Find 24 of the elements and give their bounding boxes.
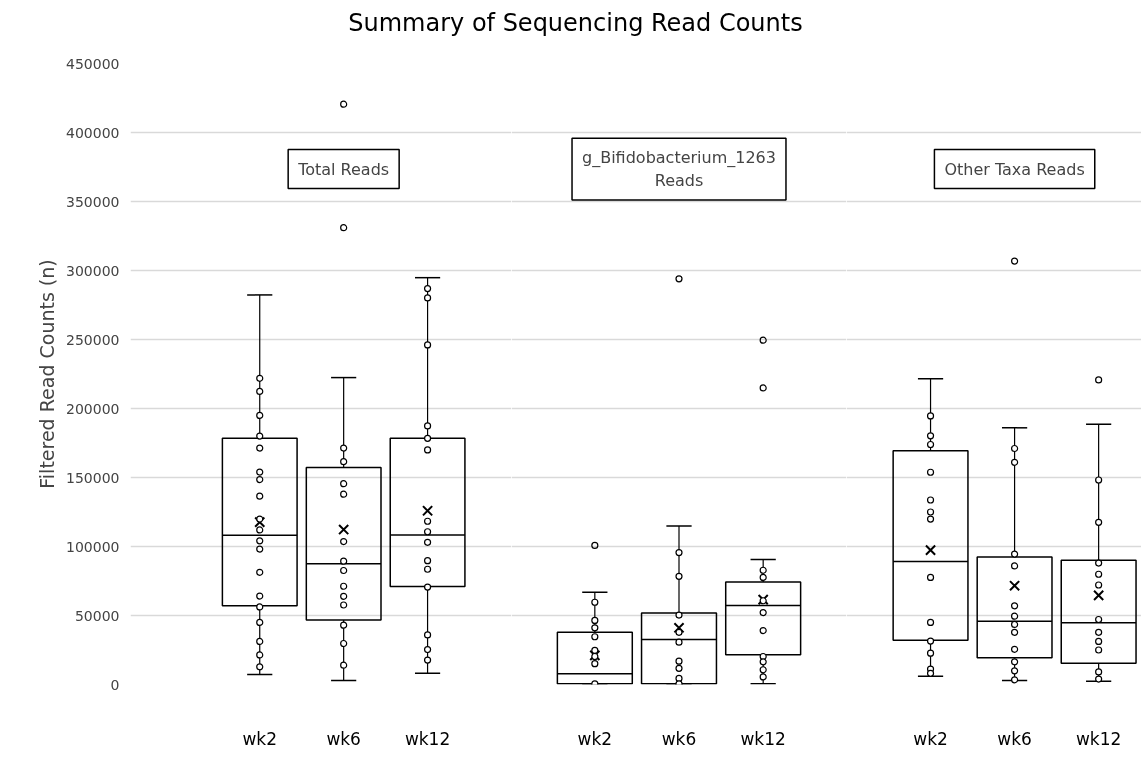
y-tick-label: 400000: [66, 124, 120, 141]
x-tick-label: wk2: [577, 728, 613, 749]
x-tick-label: wk6: [661, 728, 697, 749]
text: Summary of Sequencing Read Counts: [348, 8, 803, 39]
x-tick-label: wk12: [404, 728, 451, 749]
y-tick-label: 0: [110, 676, 120, 693]
x-tick-label: wk12: [1075, 728, 1122, 749]
y-tick-label: 50000: [74, 607, 120, 624]
y-tick-label: 150000: [66, 469, 120, 486]
y-axis-title: Filtered Read Counts (n): [36, 259, 59, 489]
x-tick-label: wk2: [242, 728, 278, 749]
x-tick-label: wk2: [913, 728, 948, 749]
x-tick-label: wk6: [997, 728, 1032, 749]
y-tick-label: 450000: [66, 55, 120, 72]
x-tick-label: wk6: [326, 728, 361, 749]
y-tick-label: 100000: [66, 538, 120, 555]
y-tick-label: 200000: [66, 400, 120, 417]
y-tick-label: 250000: [66, 331, 120, 348]
annotation: Total Reads: [297, 159, 390, 179]
y-tick-label: 350000: [66, 193, 120, 210]
annotation: g_Bifidobacterium_1263 Reads: [582, 148, 776, 190]
annotation: Other Taxa Reads: [944, 159, 1085, 179]
y-tick-label: 300000: [66, 262, 120, 279]
x-tick-label: wk12: [740, 728, 786, 749]
